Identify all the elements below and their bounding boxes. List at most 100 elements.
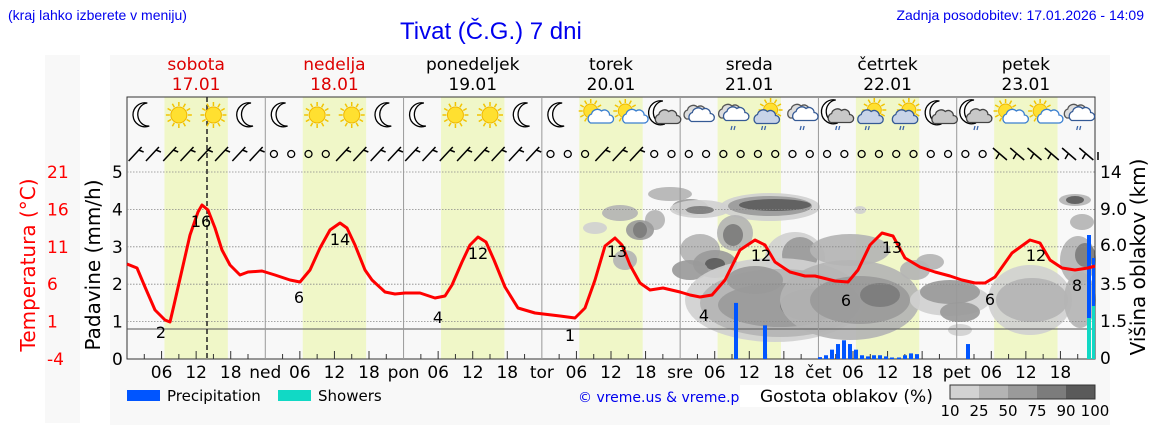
sun-ray xyxy=(597,104,602,108)
wind-barb-icon xyxy=(788,149,797,159)
cloud-shape xyxy=(1036,108,1064,124)
moon-shape xyxy=(236,102,254,128)
sun-icon xyxy=(165,102,192,128)
hour-label: 06 xyxy=(842,363,864,383)
hour-label: 18 xyxy=(358,363,380,383)
moon-shape xyxy=(820,99,838,125)
barb-staff xyxy=(508,146,523,162)
moon-shape xyxy=(374,102,392,128)
calm-circle xyxy=(546,149,555,159)
rain-drop xyxy=(902,125,905,131)
temp-value-label: 2 xyxy=(156,323,166,342)
wind-barb-icon xyxy=(1061,147,1077,161)
wind-barb-icon xyxy=(335,146,352,162)
sun-icon xyxy=(200,102,227,128)
cloud-blob xyxy=(996,278,1068,322)
sun-ray xyxy=(863,103,868,107)
sun-ray xyxy=(493,103,498,108)
sun-ray xyxy=(443,118,449,123)
precip-bar xyxy=(878,355,882,359)
sun-disc xyxy=(204,106,222,124)
sun-ray xyxy=(167,118,172,123)
temp-value-label: 12 xyxy=(751,246,771,265)
barb-staff xyxy=(128,146,143,162)
moon-cloud-rain-icon xyxy=(820,99,855,131)
wind-barb-icon xyxy=(1027,147,1042,161)
cloud-density-tick: 25 xyxy=(969,402,988,420)
wind-barb-icon xyxy=(249,146,265,162)
copyright-link[interactable]: © vreme.us & vreme.pro xyxy=(578,390,753,406)
barb-feather xyxy=(363,149,369,153)
calm-circle xyxy=(719,149,728,159)
cloud-blob xyxy=(727,266,783,294)
moon-shape xyxy=(924,100,942,126)
sun-ray xyxy=(324,118,329,123)
sun-ray xyxy=(478,107,483,112)
cloud-shape xyxy=(1068,106,1096,122)
wind-barb-icon xyxy=(179,146,196,162)
cloud-density-tick: 10 xyxy=(940,402,959,420)
wind-barb-icon xyxy=(943,149,953,159)
calm-circle xyxy=(667,149,676,159)
showers-legend: Showers xyxy=(318,387,382,405)
temp-value-label: 1 xyxy=(565,326,575,345)
calm-circle xyxy=(822,149,832,159)
sun-ray xyxy=(1043,100,1047,105)
day-date: 20.01 xyxy=(587,75,636,95)
barb-feather xyxy=(155,149,162,153)
precip-tick: 3 xyxy=(112,238,123,258)
cloud-density-swatch xyxy=(1008,385,1037,399)
barb-feather xyxy=(242,149,248,153)
sun-icon xyxy=(338,102,365,128)
barb-staff xyxy=(179,146,195,162)
precip-tick: 0 xyxy=(112,350,123,370)
temp-value-label: 8 xyxy=(1072,276,1082,295)
temp-value-label: 14 xyxy=(330,230,350,249)
precip-bar xyxy=(915,354,919,359)
wind-barb-icon xyxy=(650,149,659,159)
cloud-blob xyxy=(948,324,972,336)
rain-drop xyxy=(730,125,733,131)
moon-icon xyxy=(547,102,565,128)
barb-staff xyxy=(491,146,506,162)
cloud-blob xyxy=(633,222,647,238)
day-short-label: sre xyxy=(667,363,693,383)
cloud-height-tick: 3.5 xyxy=(1100,275,1127,295)
precip-bar xyxy=(897,357,901,359)
barb-feather xyxy=(414,149,421,153)
wind-barb-icon xyxy=(874,149,884,159)
sun-ray xyxy=(459,122,463,127)
barb-feather xyxy=(1047,153,1052,160)
barb-feather xyxy=(1064,153,1069,160)
sun-ray xyxy=(462,118,468,123)
precip-bar xyxy=(848,344,852,359)
sun-ray xyxy=(443,107,449,112)
precip-bar xyxy=(903,355,907,359)
sun-ray xyxy=(171,103,176,108)
moon-shape xyxy=(408,102,427,128)
rain-drop xyxy=(838,125,841,131)
barb-staff xyxy=(1061,147,1077,161)
rain-drop xyxy=(976,125,979,131)
cloud-shape xyxy=(792,106,819,122)
calm-circle xyxy=(978,149,987,159)
hour-label: 18 xyxy=(220,363,242,383)
sun-ray xyxy=(305,107,310,112)
wind-barb-icon xyxy=(594,146,611,162)
cloud-blob xyxy=(920,280,980,304)
cloud-shape xyxy=(587,108,615,124)
sun-cloud-rain-icon xyxy=(891,98,921,131)
sun-ray xyxy=(171,122,176,127)
precip-tick: 1 xyxy=(112,313,123,333)
day-short-label: ned xyxy=(249,363,281,383)
calm-circle xyxy=(701,149,711,159)
hour-label: 18 xyxy=(635,363,657,383)
calm-circle xyxy=(943,149,953,159)
region-hint[interactable]: (kraj lahko izberete v meniju) xyxy=(8,7,187,23)
wind-barb-icon xyxy=(321,149,330,159)
precip-bar xyxy=(836,344,840,359)
cloud-shape xyxy=(753,109,781,125)
precipitation-swatch xyxy=(127,390,160,401)
day-short-label: čet xyxy=(805,363,832,383)
sun-ray xyxy=(994,104,1000,108)
